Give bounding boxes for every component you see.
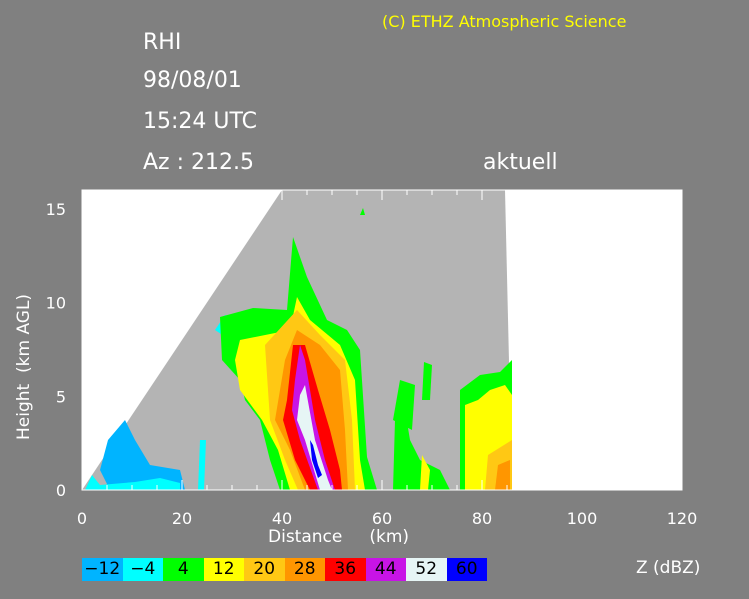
echo-region--12 <box>100 420 185 490</box>
echo-region-4 <box>422 362 432 400</box>
colorbar-label: Z (dBZ) <box>636 558 701 578</box>
echo-region-52 <box>297 385 332 490</box>
y-tick-label: 0 <box>56 481 66 500</box>
scan-date: 98/08/01 <box>143 68 242 93</box>
x-tick-label: 0 <box>77 509 87 528</box>
x-tick-label: 60 <box>372 509 392 528</box>
colorbar-swatch--12: −12 <box>82 558 123 581</box>
x-tick-label: 100 <box>567 509 598 528</box>
echo-region-4 <box>393 380 415 430</box>
colorbar-swatch-4: 4 <box>163 558 204 581</box>
echo-region-60 <box>310 440 322 478</box>
colorbar-swatch--4: −4 <box>122 558 163 581</box>
y-tick-label: 10 <box>46 294 66 313</box>
colorbar-swatch-44: 44 <box>365 558 406 581</box>
colorbar-swatch-36: 36 <box>325 558 366 581</box>
echo-region-28 <box>495 460 510 490</box>
status-label: aktuell <box>483 150 558 175</box>
echo-region-12 <box>420 455 430 490</box>
colorbar-swatch-12: 12 <box>203 558 244 581</box>
colorbar-swatch-52: 52 <box>406 558 447 581</box>
colorbar-swatch-20: 20 <box>244 558 285 581</box>
y-tick-label: 5 <box>56 387 66 406</box>
y-tick-label: 15 <box>46 200 66 219</box>
x-tick-label: 20 <box>172 509 192 528</box>
scan-time: 15:24 UTC <box>143 109 258 134</box>
x-tick-label: 80 <box>472 509 492 528</box>
copyright: (C) ETHZ Atmospheric Science <box>382 12 627 31</box>
echo-region-44 <box>292 345 335 490</box>
echo-region--4 <box>198 440 206 490</box>
x-tick-label: 120 <box>667 509 698 528</box>
echo-region--4 <box>85 475 180 490</box>
azimuth: Az : 212.5 <box>143 150 254 175</box>
echo-region-4 <box>393 410 450 490</box>
colorbar-swatch-28: 28 <box>284 558 325 581</box>
y-axis-label: Height (km AGL) <box>14 293 34 440</box>
colorbar-swatch-60: 60 <box>446 558 487 581</box>
x-tick-label: 40 <box>272 509 292 528</box>
scan-type: RHI <box>143 30 182 55</box>
echo-region-4 <box>360 208 365 215</box>
x-axis-label: Distance (km) <box>268 527 410 547</box>
